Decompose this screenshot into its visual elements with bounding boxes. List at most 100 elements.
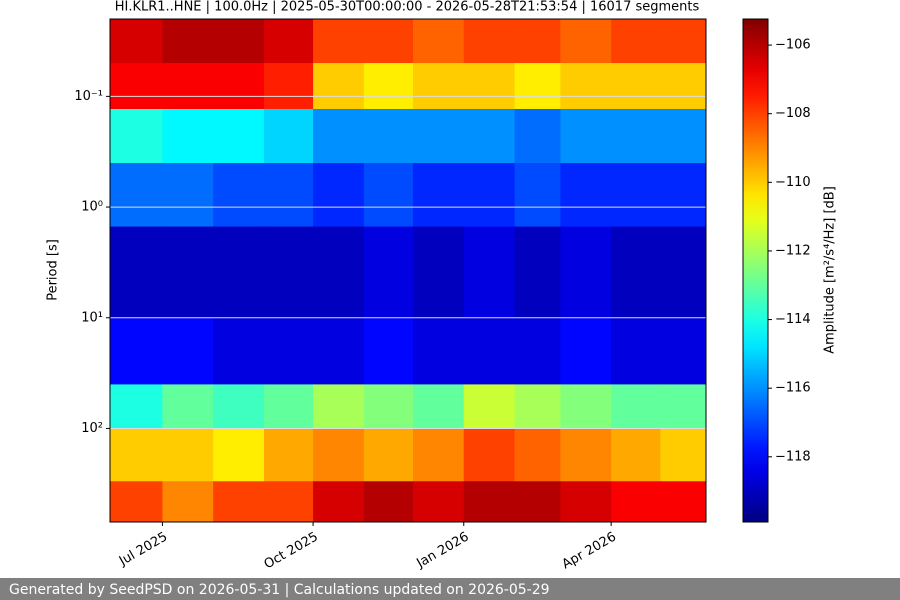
- heat-cell: [213, 226, 265, 319]
- y-axis-label: Period [s]: [46, 239, 61, 301]
- heat-cell: [110, 481, 163, 523]
- heat-cell: [412, 384, 465, 429]
- heat-cell: [412, 481, 465, 523]
- heat-cell: [162, 19, 214, 64]
- heat-cell: [213, 63, 265, 110]
- colorbar-tick-label: −114: [775, 312, 811, 327]
- colorbar: [742, 18, 769, 523]
- heat-cell: [660, 108, 707, 164]
- heat-cell: [263, 226, 314, 319]
- footer-text: Generated by SeedPSD on 2026-05-31 | Cal…: [9, 582, 550, 598]
- heat-cell: [514, 481, 561, 523]
- heat-cell: [660, 163, 707, 228]
- colorbar-tick-label: −106: [775, 38, 811, 53]
- y-tick-label: 10⁻¹: [74, 89, 103, 104]
- heat-cell: [313, 108, 365, 164]
- heat-cell: [560, 428, 612, 482]
- heat-cell: [611, 63, 661, 110]
- heat-cell: [611, 226, 661, 319]
- heat-cell: [611, 481, 661, 523]
- heat-cell: [313, 163, 365, 228]
- heat-cell: [660, 317, 707, 385]
- heat-cell: [560, 108, 612, 164]
- chart-title: HI.KLR1..HNE | 100.0Hz | 2025-05-30T00:0…: [115, 0, 700, 15]
- colorbar-tick-label: −112: [775, 243, 811, 258]
- heat-cell: [560, 384, 612, 429]
- heat-cell: [110, 428, 163, 482]
- heat-cell: [412, 19, 465, 64]
- heat-cell: [313, 317, 365, 385]
- heat-cell: [514, 108, 561, 164]
- heat-cell: [560, 317, 612, 385]
- colorbar-tick-label: −108: [775, 106, 811, 121]
- x-tick-label: Apr 2026: [560, 530, 619, 573]
- footer-bar: [0, 578, 900, 600]
- x-tick-label: Jan 2026: [414, 530, 472, 572]
- heat-cell: [162, 226, 214, 319]
- heat-cell: [263, 108, 314, 164]
- heat-cell: [263, 428, 314, 482]
- heat-cell: [363, 163, 414, 228]
- heat-cell: [611, 19, 661, 64]
- heat-cell: [463, 226, 516, 319]
- heat-cell: [162, 317, 214, 385]
- heat-cell: [213, 163, 265, 228]
- heat-cell: [213, 384, 265, 429]
- heat-cell: [514, 428, 561, 482]
- heat-cell: [313, 63, 365, 110]
- heat-cell: [560, 481, 612, 523]
- colorbar-tick-label: −116: [775, 381, 811, 396]
- heat-cell: [313, 384, 365, 429]
- heat-cell: [313, 428, 365, 482]
- heat-cell: [110, 226, 163, 319]
- heat-cell: [611, 384, 661, 429]
- heat-cell: [463, 163, 516, 228]
- heat-cell: [412, 428, 465, 482]
- heat-cell: [313, 481, 365, 523]
- heat-cell: [363, 108, 414, 164]
- heat-cell: [611, 108, 661, 164]
- colorbar-tick-label: −118: [775, 449, 811, 464]
- heat-cell: [412, 317, 465, 385]
- heat-cell: [660, 226, 707, 319]
- y-tick-label: 10⁰: [81, 200, 103, 215]
- heat-cell: [363, 63, 414, 110]
- heat-cell: [514, 226, 561, 319]
- heat-cell: [313, 226, 365, 319]
- heat-cell: [263, 384, 314, 429]
- heat-cell: [313, 19, 365, 64]
- x-tick-label: Jul 2025: [116, 530, 170, 570]
- heat-cell: [162, 428, 214, 482]
- heat-cell: [263, 63, 314, 110]
- heat-cell: [363, 317, 414, 385]
- heat-cell: [560, 226, 612, 319]
- heat-cell: [611, 317, 661, 385]
- heat-cell: [263, 163, 314, 228]
- heat-cell: [660, 481, 707, 523]
- colorbar-label: Amplitude [m²/s⁴/Hz] [dB]: [823, 186, 838, 354]
- heat-cell: [110, 163, 163, 228]
- heat-cell: [412, 63, 465, 110]
- heat-cell: [263, 317, 314, 385]
- heat-cell: [162, 108, 214, 164]
- y-tick-label: 10²: [81, 421, 103, 436]
- heat-cell: [162, 163, 214, 228]
- heat-cell: [560, 19, 612, 64]
- heat-cell: [363, 226, 414, 319]
- heat-cell: [660, 428, 707, 482]
- heat-cell: [560, 163, 612, 228]
- heat-cell: [463, 384, 516, 429]
- heat-cell: [514, 163, 561, 228]
- heat-cell: [363, 384, 414, 429]
- heat-cell: [463, 481, 516, 523]
- heat-cell: [463, 108, 516, 164]
- heat-cell: [660, 63, 707, 110]
- heat-cell: [263, 19, 314, 64]
- heat-cell: [363, 19, 414, 64]
- heat-cell: [162, 63, 214, 110]
- heat-cell: [110, 384, 163, 429]
- heat-cell: [463, 428, 516, 482]
- heat-cell: [162, 384, 214, 429]
- heat-cell: [213, 108, 265, 164]
- heat-cell: [110, 63, 163, 110]
